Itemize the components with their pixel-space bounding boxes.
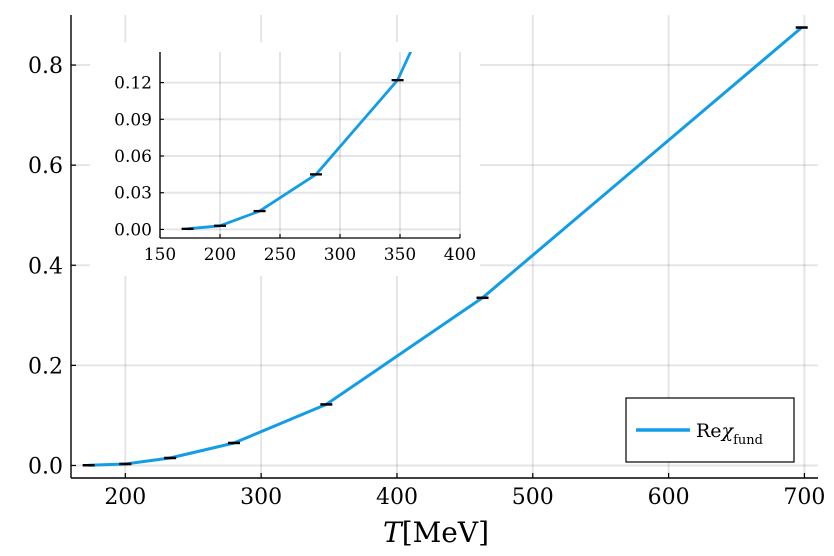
- inset-y-tick-label: 0.06: [114, 147, 152, 167]
- y-tick-label: 0.4: [28, 254, 63, 279]
- y-tick-label: 0.2: [28, 354, 63, 379]
- inset-y-tick-label: 0.12: [114, 74, 152, 94]
- x-tick-label: 400: [376, 485, 418, 510]
- inset-background: [90, 42, 480, 276]
- x-tick-label: 600: [648, 485, 690, 510]
- x-tick-label: 700: [783, 485, 825, 510]
- x-tick-label: 500: [512, 485, 554, 510]
- inset-x-tick-label: 350: [384, 245, 416, 265]
- x-axis-label-unit: [MeV]: [402, 516, 489, 549]
- inset-y-tick-label: 0.00: [114, 220, 152, 240]
- inset-x-tick-label: 250: [264, 245, 296, 265]
- x-axis-label-var: T: [383, 516, 404, 549]
- inset-x-tick-label: 300: [324, 245, 356, 265]
- legend-label-sub: fund: [733, 433, 763, 448]
- inset-x-tick-label: 200: [204, 245, 236, 265]
- inset-y-tick-label: 0.09: [114, 110, 152, 130]
- y-tick-label: 0.8: [28, 54, 63, 79]
- inset-x-tick-label: 400: [444, 245, 476, 265]
- legend: Reχfund: [625, 397, 795, 463]
- y-tick-label: 0.6: [28, 154, 63, 179]
- x-axis-label: T[MeV]: [383, 516, 489, 549]
- y-tick-label: 0.0: [28, 454, 63, 479]
- x-tick-label: 300: [240, 485, 282, 510]
- legend-label: Reχfund: [696, 420, 763, 448]
- x-tick-label: 200: [104, 485, 146, 510]
- inset-plot: 150 200 250 300 350 400 0.00 0.03 0.06 0.09 0.12: [90, 42, 480, 276]
- inset-x-tick-label: 150: [144, 245, 176, 265]
- inset-y-tick-label: 0.03: [114, 184, 152, 204]
- legend-label-symbol: χ: [720, 420, 735, 442]
- legend-label-prefix: Re: [696, 420, 722, 442]
